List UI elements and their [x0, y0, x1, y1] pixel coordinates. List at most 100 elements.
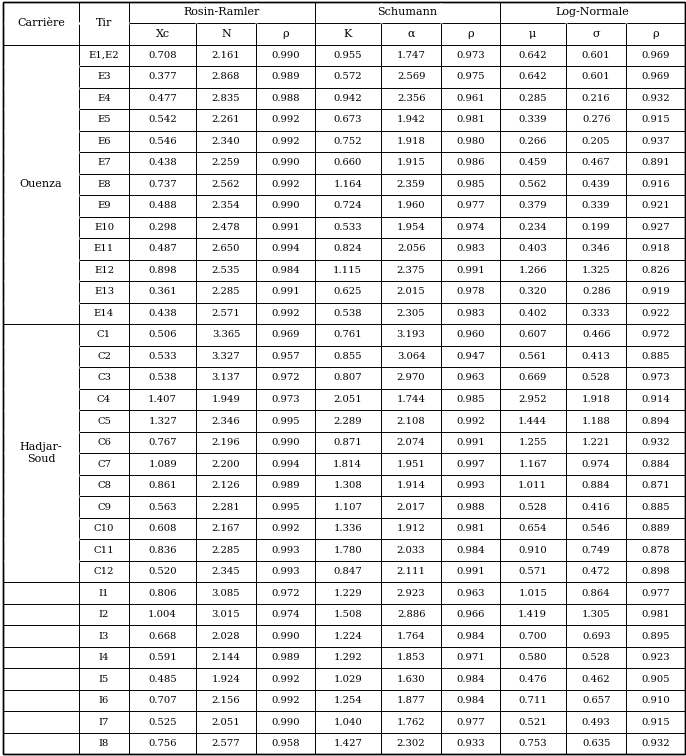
Text: 0.991: 0.991	[456, 567, 485, 576]
Text: 0.488: 0.488	[148, 201, 177, 210]
Text: 0.379: 0.379	[519, 201, 547, 210]
Text: 0.990: 0.990	[271, 201, 300, 210]
Text: 0.472: 0.472	[582, 567, 611, 576]
Text: 0.966: 0.966	[456, 610, 485, 619]
Text: 0.601: 0.601	[582, 73, 611, 82]
Text: 0.807: 0.807	[333, 373, 362, 383]
Text: 0.403: 0.403	[519, 244, 547, 253]
Text: 1.915: 1.915	[397, 158, 425, 167]
Text: 0.346: 0.346	[582, 244, 611, 253]
Text: 2.200: 2.200	[212, 460, 240, 469]
Text: 0.885: 0.885	[641, 352, 670, 361]
Text: 3.137: 3.137	[212, 373, 240, 383]
Text: 0.927: 0.927	[641, 223, 670, 232]
Text: 0.563: 0.563	[148, 503, 177, 512]
Text: 1.407: 1.407	[148, 395, 177, 404]
Text: 0.669: 0.669	[519, 373, 547, 383]
Text: 0.761: 0.761	[333, 330, 362, 339]
Text: 0.969: 0.969	[641, 51, 670, 60]
Text: 0.977: 0.977	[456, 717, 485, 727]
Text: α: α	[407, 29, 415, 39]
Text: 2.051: 2.051	[333, 395, 362, 404]
Text: 0.660: 0.660	[333, 158, 362, 167]
Text: 2.281: 2.281	[212, 503, 240, 512]
Text: 1.327: 1.327	[148, 417, 177, 426]
Text: 0.978: 0.978	[456, 287, 485, 296]
Text: 0.416: 0.416	[582, 503, 611, 512]
Text: 0.937: 0.937	[641, 137, 670, 146]
Text: 1.949: 1.949	[211, 395, 241, 404]
Text: 1.229: 1.229	[333, 589, 362, 598]
Text: 0.438: 0.438	[148, 309, 177, 318]
Text: 0.871: 0.871	[333, 438, 362, 447]
Text: σ: σ	[592, 29, 600, 39]
Text: 0.756: 0.756	[148, 739, 177, 748]
Text: 0.985: 0.985	[456, 395, 485, 404]
Text: C1: C1	[97, 330, 111, 339]
Text: 1.115: 1.115	[333, 266, 362, 275]
Text: 1.325: 1.325	[582, 266, 611, 275]
Text: 0.861: 0.861	[148, 481, 177, 490]
Text: 0.972: 0.972	[641, 330, 670, 339]
Text: C9: C9	[97, 503, 111, 512]
Text: 0.285: 0.285	[519, 94, 547, 103]
Text: 0.984: 0.984	[456, 546, 485, 555]
Text: Tir: Tir	[96, 18, 113, 28]
Text: 2.571: 2.571	[212, 309, 240, 318]
Text: 1.951: 1.951	[397, 460, 425, 469]
Text: 1.308: 1.308	[333, 481, 362, 490]
Text: Hadjar-
Soud: Hadjar- Soud	[20, 442, 62, 464]
Text: 2.289: 2.289	[333, 417, 362, 426]
Text: 2.952: 2.952	[519, 395, 547, 404]
Text: 0.533: 0.533	[148, 352, 177, 361]
Text: 2.285: 2.285	[212, 287, 240, 296]
Text: 2.156: 2.156	[212, 696, 240, 705]
Text: 2.305: 2.305	[397, 309, 425, 318]
Text: 0.994: 0.994	[271, 460, 300, 469]
Text: C12: C12	[94, 567, 115, 576]
Text: 0.642: 0.642	[519, 73, 547, 82]
Text: 0.824: 0.824	[333, 244, 362, 253]
Text: 0.894: 0.894	[641, 417, 670, 426]
Text: 0.969: 0.969	[641, 73, 670, 82]
Text: 2.535: 2.535	[212, 266, 240, 275]
Text: C2: C2	[97, 352, 111, 361]
Text: 1.853: 1.853	[397, 653, 425, 662]
Text: 2.028: 2.028	[212, 632, 240, 640]
Text: 0.955: 0.955	[333, 51, 362, 60]
Text: C5: C5	[97, 417, 111, 426]
Text: 0.957: 0.957	[271, 352, 300, 361]
Text: 0.992: 0.992	[271, 116, 300, 124]
Text: 0.462: 0.462	[582, 674, 611, 683]
Text: E11: E11	[94, 244, 114, 253]
Text: 0.898: 0.898	[641, 567, 670, 576]
Text: 0.654: 0.654	[519, 524, 547, 533]
Text: 2.356: 2.356	[397, 94, 425, 103]
Text: 1.780: 1.780	[333, 546, 362, 555]
Text: 1.744: 1.744	[397, 395, 425, 404]
Text: 0.459: 0.459	[519, 158, 547, 167]
Text: 0.591: 0.591	[148, 653, 177, 662]
Text: 2.285: 2.285	[212, 546, 240, 555]
Text: 2.346: 2.346	[212, 417, 240, 426]
Text: 1.254: 1.254	[333, 696, 362, 705]
Text: 0.889: 0.889	[641, 524, 670, 533]
Text: 0.878: 0.878	[641, 546, 670, 555]
Text: 1.266: 1.266	[519, 266, 547, 275]
Text: 1.305: 1.305	[582, 610, 611, 619]
Text: 0.521: 0.521	[519, 717, 547, 727]
Text: 2.196: 2.196	[212, 438, 240, 447]
Text: 0.572: 0.572	[333, 73, 362, 82]
Text: 1.164: 1.164	[333, 180, 362, 189]
Text: I4: I4	[99, 653, 109, 662]
Text: 0.753: 0.753	[519, 739, 547, 748]
Text: 0.921: 0.921	[641, 201, 670, 210]
Text: 1.292: 1.292	[333, 653, 362, 662]
Text: 0.981: 0.981	[641, 610, 670, 619]
Text: 0.947: 0.947	[456, 352, 485, 361]
Text: 0.601: 0.601	[582, 51, 611, 60]
Text: 0.266: 0.266	[519, 137, 547, 146]
Text: 0.895: 0.895	[641, 632, 670, 640]
Text: 2.108: 2.108	[397, 417, 425, 426]
Text: 0.855: 0.855	[333, 352, 362, 361]
